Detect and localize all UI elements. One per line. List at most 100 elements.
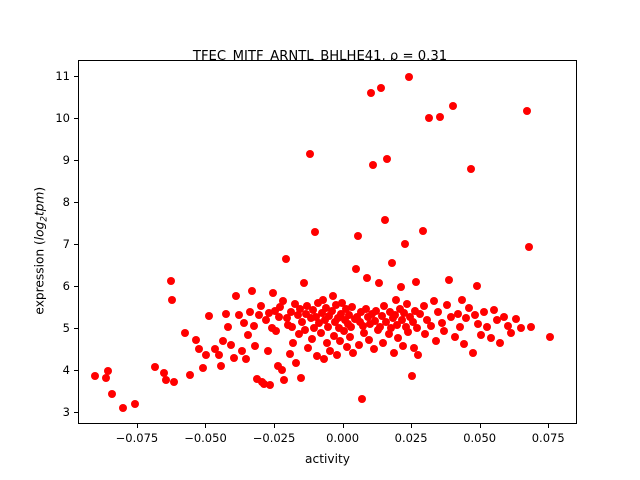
scatter-point: [214, 351, 223, 360]
scatter-point: [240, 319, 249, 328]
scatter-point: [273, 362, 282, 371]
scatter-point: [253, 374, 262, 383]
scatter-point: [312, 312, 321, 321]
scatter-point: [413, 324, 422, 333]
scatter-point: [323, 339, 332, 348]
scatter-point: [229, 354, 238, 363]
scatter-point: [376, 84, 385, 93]
scatter-point: [398, 341, 407, 350]
scatter-point: [107, 390, 116, 399]
scatter-point: [367, 88, 375, 97]
scatter-point: [224, 323, 233, 332]
scatter-point: [320, 315, 329, 324]
scatter-point: [342, 342, 351, 351]
scatter-point: [242, 354, 251, 363]
scatter-point: [210, 345, 219, 354]
scatter-point: [379, 339, 388, 348]
scatter-point: [438, 318, 447, 327]
scatter-point: [300, 326, 309, 334]
scatter-point: [161, 376, 170, 385]
scatter-point: [330, 317, 339, 326]
scatter-point: [349, 348, 358, 357]
scatter-point: [159, 368, 168, 377]
scatter-point: [380, 302, 389, 311]
x-tick-label: 0.025: [394, 431, 428, 445]
scatter-point: [387, 258, 396, 267]
scatter-point: [331, 300, 340, 309]
scatter-point: [309, 324, 318, 333]
plot-area: [78, 60, 577, 424]
scatter-point: [299, 279, 308, 288]
scatter-point: [464, 304, 473, 313]
scatter-point: [414, 351, 423, 360]
scatter-point: [404, 327, 413, 336]
scatter-point: [483, 323, 492, 332]
scatter-point: [314, 299, 323, 308]
scatter-point: [427, 321, 436, 330]
scatter-point: [372, 306, 381, 315]
scatter-point: [436, 112, 445, 121]
x-tick-mark: [342, 424, 344, 428]
scatter-point: [278, 296, 287, 305]
scatter-point: [382, 317, 391, 326]
scatter-point: [325, 312, 334, 321]
scatter-point: [489, 305, 498, 314]
scatter-point: [294, 330, 303, 339]
scatter-point: [392, 295, 401, 304]
scatter-point: [306, 314, 315, 323]
y-axis-label-tpm: tpm: [32, 191, 47, 217]
scatter-point: [271, 326, 280, 335]
scatter-point: [336, 336, 345, 345]
scatter-point: [396, 283, 405, 292]
scatter-point: [440, 326, 449, 335]
scatter-point: [408, 318, 417, 327]
scatter-point: [327, 307, 336, 316]
scatter-point: [329, 331, 338, 340]
scatter-point: [293, 311, 302, 320]
scatter-point: [522, 107, 531, 116]
scatter-point: [274, 312, 283, 321]
y-axis-label-log: log: [32, 221, 47, 241]
scatter-point: [363, 312, 372, 321]
scatter-point: [504, 321, 513, 330]
scatter-point: [393, 320, 402, 329]
scatter-point: [486, 334, 495, 343]
scatter-point: [270, 306, 279, 315]
scatter-point: [371, 316, 380, 325]
scatter-point: [353, 231, 362, 240]
scatter-point: [341, 305, 350, 314]
y-tick-label: 3: [62, 405, 70, 420]
scatter-point: [375, 323, 384, 332]
scatter-point: [256, 302, 265, 311]
y-tick-label: 7: [62, 237, 70, 252]
scatter-point: [298, 317, 307, 326]
scatter-point: [335, 324, 344, 333]
scatter-point: [186, 370, 195, 379]
scatter-point: [405, 73, 414, 82]
scatter-point: [260, 379, 269, 388]
y-tick-mark: [74, 412, 78, 414]
scatter-point: [181, 328, 190, 337]
scatter-point: [410, 306, 419, 315]
scatter-point: [545, 332, 554, 341]
x-tick-label: −0.025: [252, 431, 296, 445]
scatter-point: [433, 307, 442, 316]
scatter-point: [216, 362, 225, 371]
scatter-point: [266, 381, 275, 390]
scatter-point: [261, 316, 270, 325]
y-tick-mark: [74, 118, 78, 119]
scatter-point: [425, 114, 434, 123]
scatter-point: [295, 304, 304, 313]
scatter-point: [246, 307, 255, 316]
scatter-point: [524, 242, 533, 251]
scatter-point: [442, 300, 451, 309]
scatter-point: [255, 310, 264, 319]
y-tick-mark: [74, 328, 78, 330]
scatter-point: [307, 334, 316, 343]
scatter-point: [191, 335, 200, 344]
scatter-point: [479, 308, 488, 317]
y-tick-mark: [74, 160, 78, 162]
scatter-point: [237, 347, 246, 356]
scatter-point: [281, 254, 290, 263]
